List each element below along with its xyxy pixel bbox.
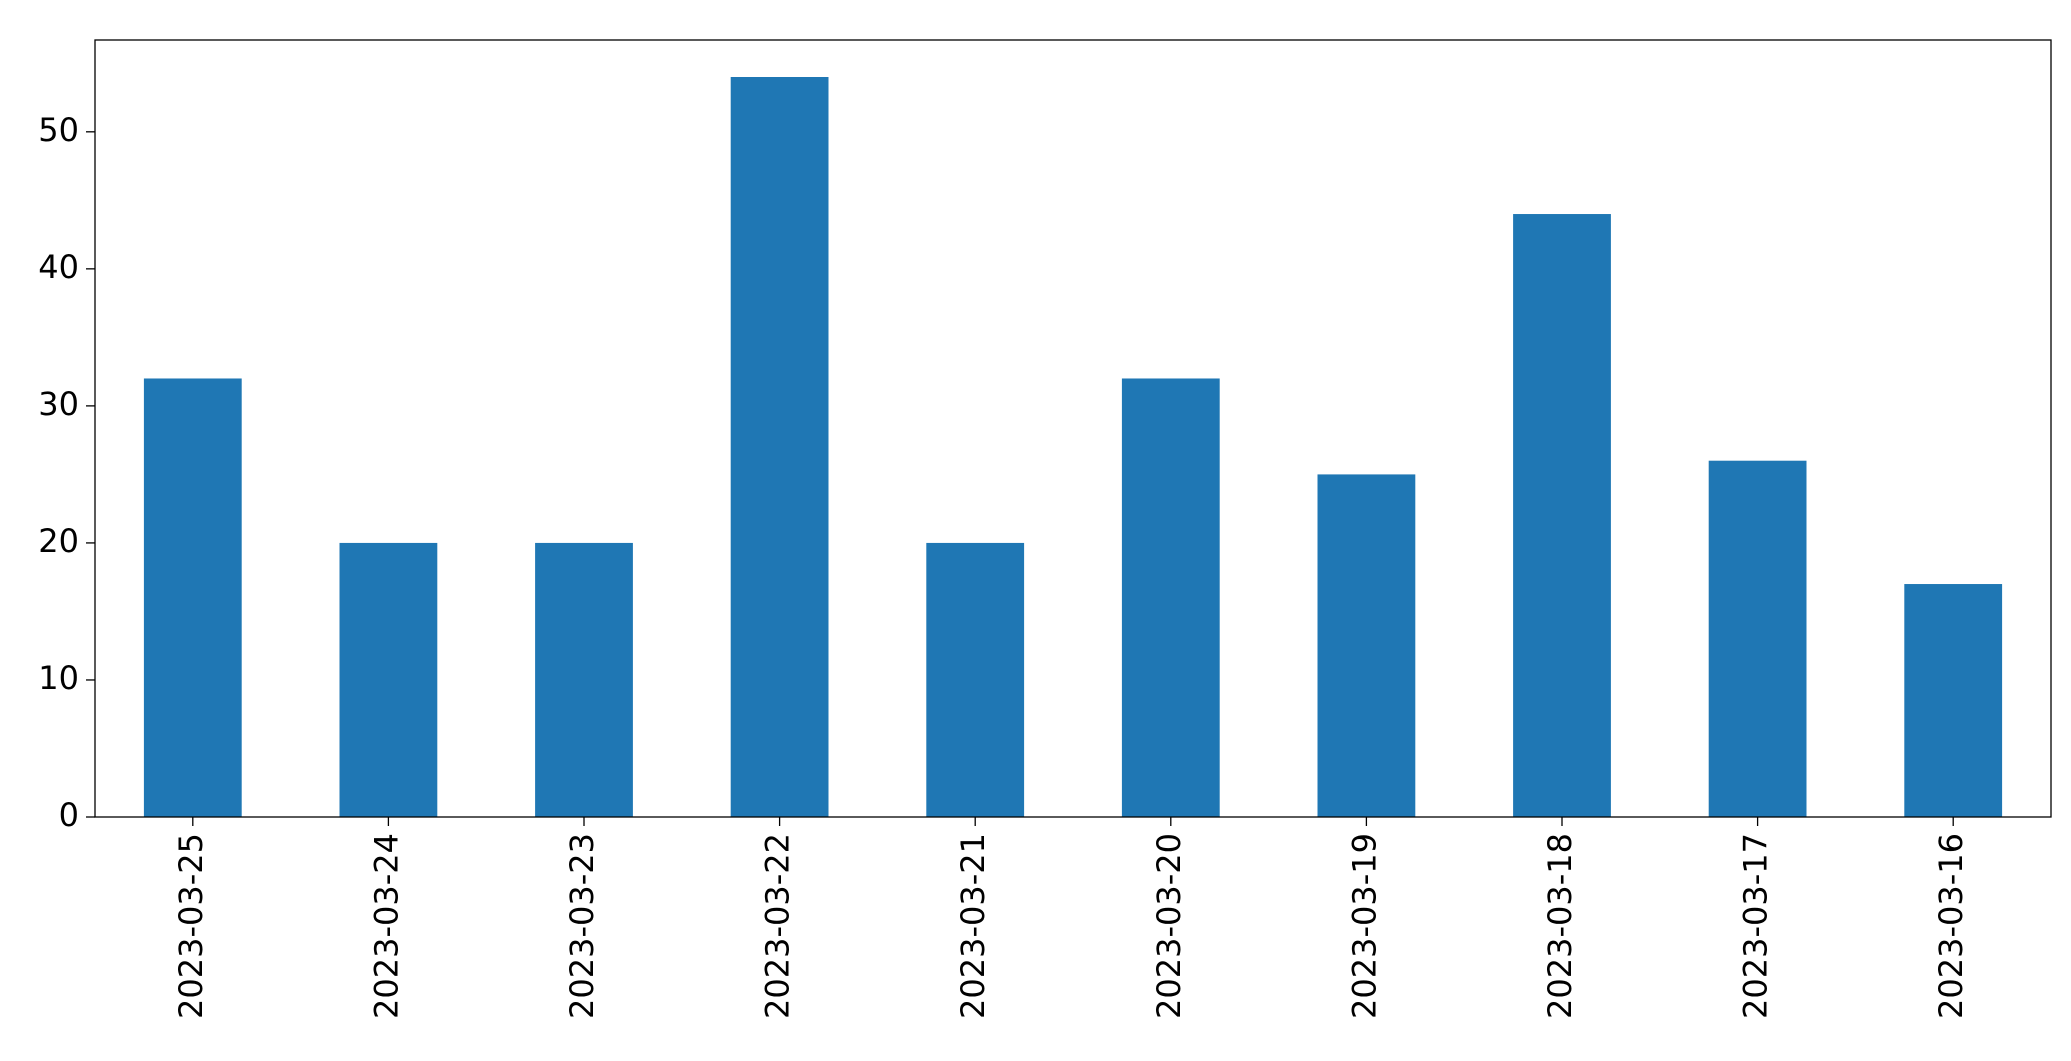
x-tick-label: 2023-03-16 <box>1932 833 1970 1019</box>
y-tick-label: 20 <box>38 522 79 560</box>
x-tick-label: 2023-03-17 <box>1737 833 1775 1019</box>
x-tick-label: 2023-03-18 <box>1541 833 1579 1019</box>
bar <box>535 542 633 817</box>
x-tick-label: 2023-03-24 <box>367 833 405 1019</box>
plot-frame <box>94 39 2052 818</box>
y-tick-label: 30 <box>38 385 79 423</box>
bar <box>1317 474 1416 817</box>
bar <box>1708 460 1807 817</box>
bar <box>730 77 829 817</box>
bar <box>1513 214 1611 817</box>
bar <box>1121 378 1220 817</box>
bar <box>1904 584 2003 817</box>
x-tick-label: 2023-03-22 <box>759 833 797 1019</box>
bar <box>143 378 242 817</box>
x-tick-label: 2023-03-25 <box>172 833 210 1019</box>
x-tick-label: 2023-03-23 <box>563 833 601 1019</box>
y-tick-label: 40 <box>38 248 79 286</box>
bar <box>926 542 1025 817</box>
y-tick-label: 0 <box>59 796 79 834</box>
y-tick-label: 50 <box>38 111 79 149</box>
x-tick-label: 2023-03-19 <box>1345 833 1383 1019</box>
x-tick-label: 2023-03-21 <box>954 833 992 1019</box>
x-tick-label: 2023-03-20 <box>1150 833 1188 1019</box>
y-tick-label: 10 <box>38 659 79 697</box>
bar <box>339 542 438 817</box>
